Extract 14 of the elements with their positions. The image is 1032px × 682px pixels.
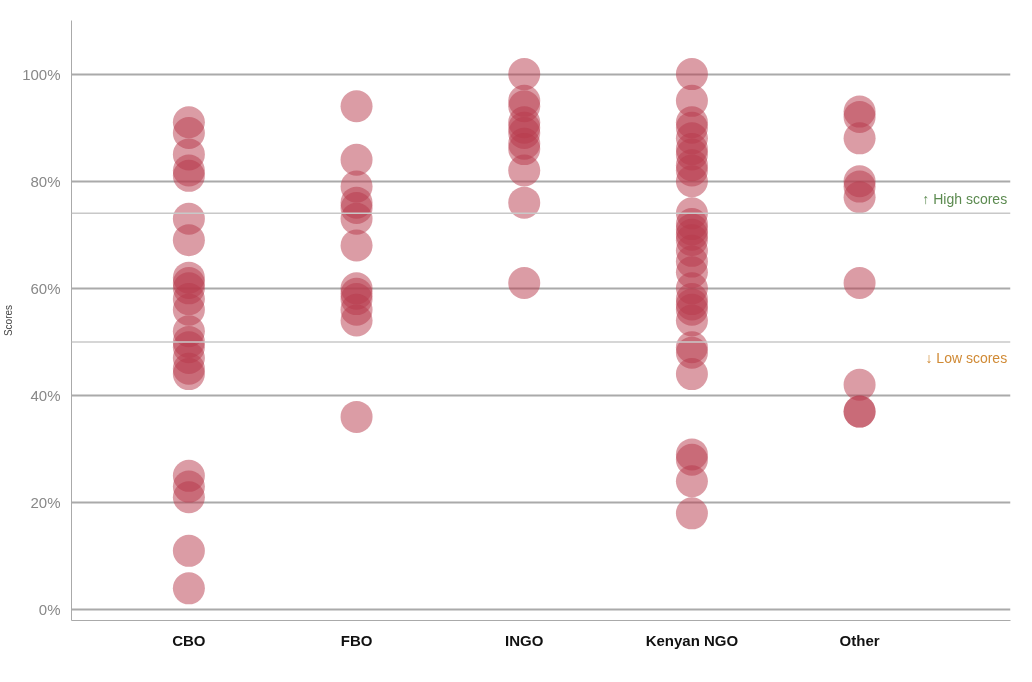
y-tick-label: 100%: [22, 65, 61, 83]
x-tick-label: Kenyan NGO: [645, 631, 739, 649]
y-axis-title: Scores: [3, 304, 15, 337]
x-tick-label: CBO: [172, 631, 206, 649]
ref-line-label: ↑ High scores: [922, 191, 1008, 208]
ref-line-label: ↓ Low scores: [925, 349, 1008, 366]
x-tick-label: INGO: [505, 631, 544, 649]
y-tick-label: 80%: [30, 172, 61, 190]
y-tick-label: 40%: [30, 387, 61, 404]
x-tick-label: FBO: [340, 631, 373, 649]
y-tick-label: 20%: [30, 494, 61, 512]
y-tick-label: 60%: [30, 279, 61, 297]
x-tick-label: Other: [839, 631, 880, 649]
y-tick-label: 0%: [38, 601, 61, 619]
